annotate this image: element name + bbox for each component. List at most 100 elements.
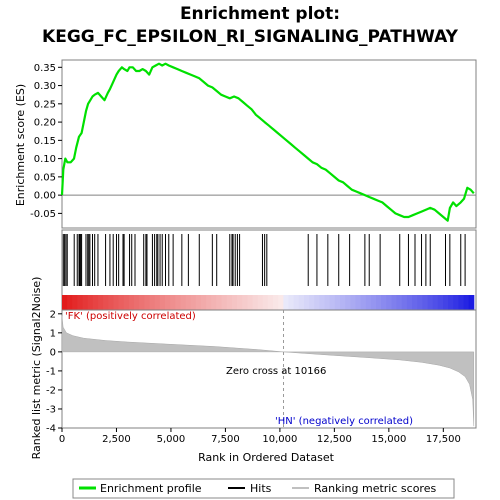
- rank-color-segment: [257, 295, 264, 310]
- rank-color-segment: [293, 295, 300, 310]
- rank-color-segment: [350, 295, 356, 310]
- rank-color-segment: [216, 295, 223, 310]
- rank-color-segment: [262, 295, 269, 310]
- rank-color-segment: [175, 295, 181, 310]
- x-axis-label: Rank in Ordered Dataset: [198, 451, 335, 464]
- rank-color-segment: [437, 295, 444, 310]
- rank-color-segment: [144, 295, 151, 310]
- es-y-tick-label: 0.05: [34, 172, 56, 183]
- rank-color-segment: [329, 295, 336, 310]
- rank-color-segment: [267, 295, 274, 310]
- rank-color-segment: [206, 295, 212, 310]
- rank-color-segment: [401, 295, 408, 310]
- rank-color-segment: [211, 295, 217, 310]
- x-tick-label: 7,500: [211, 434, 240, 445]
- rank-color-segment: [226, 295, 233, 310]
- rank-color-segment: [123, 295, 130, 310]
- rank-color-segment: [82, 295, 89, 310]
- positive-correlation-label: 'FK' (positively correlated): [65, 311, 196, 322]
- x-tick-label: 10,000: [262, 434, 297, 445]
- rank-color-segment: [159, 295, 166, 310]
- es-y-tick-label: 0.20: [34, 118, 56, 129]
- es-y-tick-label: 0.30: [34, 81, 56, 92]
- hits-panel: [61, 229, 477, 311]
- rank-color-segment: [252, 295, 259, 310]
- legend-label-hits: Hits: [250, 482, 272, 495]
- rank-color-segment: [453, 295, 459, 310]
- rank-color-segment: [273, 295, 279, 310]
- chart-title-line1: Enrichment plot:: [180, 4, 340, 24]
- es-y-tick-label: -0.05: [30, 209, 56, 220]
- x-tick-label: 12,500: [317, 434, 352, 445]
- rank-color-segment: [164, 295, 171, 310]
- rank-color-segment: [309, 295, 315, 310]
- rank-color-segment: [391, 295, 398, 310]
- rank-color-segment: [334, 295, 341, 310]
- rank-color-segment: [386, 295, 392, 310]
- es-y-axis-label: Enrichment score (ES): [14, 84, 27, 206]
- rank-color-segment: [427, 295, 434, 310]
- rank-color-segment: [195, 295, 202, 310]
- x-tick-label: 5,000: [157, 434, 186, 445]
- rank-color-segment: [406, 295, 413, 310]
- rank-color-segment: [458, 295, 465, 310]
- rank-color-segment: [62, 295, 68, 310]
- rank-color-segment: [345, 295, 351, 310]
- rank-color-segment: [134, 295, 140, 310]
- x-tick-label: 17,500: [426, 434, 461, 445]
- rank-color-segment: [185, 295, 192, 310]
- ranking-metric-area: [61, 315, 475, 427]
- metric-y-tick-label: 0: [50, 347, 56, 358]
- x-tick-label: 0: [59, 434, 65, 445]
- es-y-tick-label: 0.00: [34, 191, 56, 202]
- x-tick-label: 15,000: [371, 434, 406, 445]
- rank-color-segment: [324, 295, 331, 310]
- rank-color-segment: [463, 295, 470, 310]
- metric-plot-frame: [61, 309, 477, 429]
- rank-color-segment: [98, 295, 104, 310]
- legend-label-enrichment: Enrichment profile: [100, 482, 202, 495]
- rank-color-segment: [355, 295, 362, 310]
- rank-color-segment: [314, 295, 320, 310]
- metric-y-tick-label: -3: [46, 404, 56, 415]
- es-y-tick-label: 0.10: [34, 154, 56, 165]
- rank-color-segment: [237, 295, 243, 310]
- rank-color-segment: [283, 295, 290, 310]
- rank-color-segment: [231, 295, 238, 310]
- metric-panel: 210-1-2-3-40 2,500 5,000 7,500 10,000 12,500 1…: [46, 309, 477, 445]
- chart-title-line2: KEGG_FC_EPSILON_RI_SIGNALING_PATHWAY: [42, 27, 459, 47]
- rank-color-segment: [72, 295, 78, 310]
- metric-y-tick-label: -2: [46, 385, 56, 396]
- metric-y-tick-label: -1: [46, 366, 56, 377]
- rank-color-segment: [468, 295, 475, 310]
- rank-color-segment: [118, 295, 125, 310]
- rank-color-segment: [247, 295, 253, 310]
- rank-color-segment: [77, 295, 84, 310]
- rank-color-segment: [381, 295, 387, 310]
- rank-color-segment: [442, 295, 449, 310]
- rank-color-segment: [432, 295, 439, 310]
- rank-color-segment: [103, 295, 109, 310]
- metric-y-tick-label: -4: [46, 424, 56, 435]
- rank-color-segment: [87, 295, 94, 310]
- rank-color-segment: [221, 295, 228, 310]
- rank-color-segment: [365, 295, 372, 310]
- metric-y-axis-label: Ranked list metric (Signal2Noise): [30, 277, 43, 460]
- rank-color-segment: [288, 295, 295, 310]
- zero-cross-label: Zero cross at 10166: [226, 366, 326, 377]
- rank-color-segment: [180, 295, 187, 310]
- rank-color-segment: [139, 295, 145, 310]
- rank-color-segment: [108, 295, 114, 310]
- rank-color-segment: [303, 295, 310, 310]
- enrichment-profile-line: [60, 62, 475, 222]
- rank-color-segment: [412, 295, 418, 310]
- rank-color-segment: [67, 295, 73, 310]
- rank-color-segment: [149, 295, 156, 310]
- rank-color-segment: [92, 295, 99, 310]
- rank-color-segment: [242, 295, 248, 310]
- metric-y-tick-label: 2: [50, 309, 56, 320]
- metric-y-tick-label: 1: [50, 328, 56, 339]
- x-tick-label: 2,500: [102, 434, 131, 445]
- rank-color-segment: [396, 295, 403, 310]
- es-y-tick-label: 0.25: [34, 99, 56, 110]
